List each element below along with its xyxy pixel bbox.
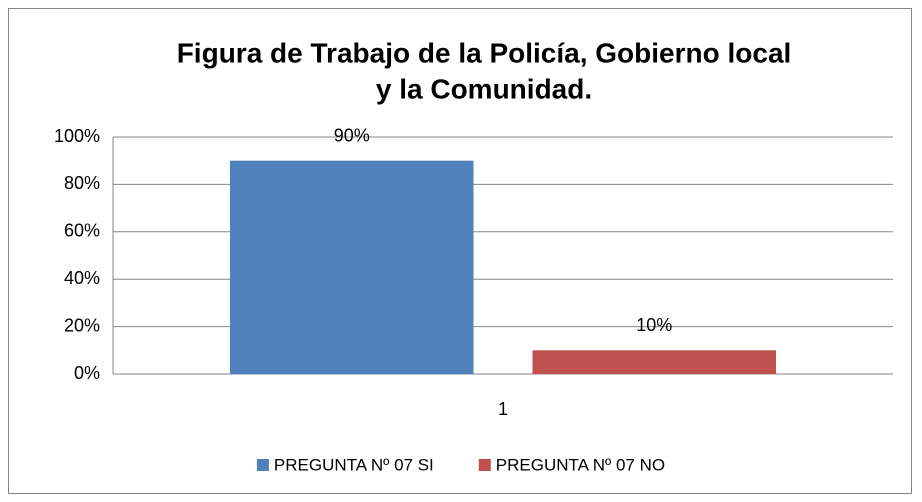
chart-title: Figura de Trabajo de la Policía, Gobiern… — [177, 37, 792, 68]
value-label: 10% — [636, 315, 672, 335]
y-tick-label: 100% — [54, 126, 100, 146]
legend-label: PREGUNTA Nº 07 SI — [274, 455, 434, 474]
bar — [230, 160, 474, 374]
legend-swatch — [478, 459, 491, 471]
y-tick-label: 60% — [64, 221, 100, 241]
y-tick-label: 0% — [74, 363, 100, 383]
legend-label: PREGUNTA Nº 07 NO — [496, 455, 665, 474]
bar — [532, 350, 776, 374]
value-label: 90% — [334, 125, 370, 145]
y-tick-label: 80% — [64, 173, 100, 193]
y-tick-label: 40% — [64, 268, 100, 288]
x-tick-label: 1 — [498, 399, 508, 419]
y-tick-label: 20% — [64, 315, 100, 335]
chart-title: y la Comunidad. — [376, 73, 592, 104]
legend-swatch — [256, 459, 269, 471]
